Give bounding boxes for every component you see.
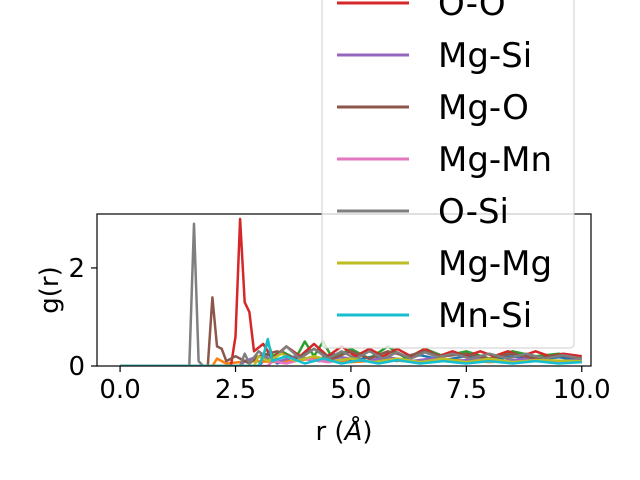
series-layer	[120, 217, 583, 366]
x-axis-ticks: 0.0 2.5 5.0 7.5 10.0	[99, 366, 611, 405]
y-tick-label: 0	[68, 352, 85, 382]
x-axis-label-text: r (	[315, 417, 344, 447]
x-tick-label: 5.0	[330, 375, 371, 405]
legend-label-mg-o: Mg-O	[438, 88, 529, 128]
legend-label-mg-si: Mg-Si	[438, 36, 532, 76]
legend-label-o-o: O-O	[438, 0, 506, 24]
series-line-o-si	[120, 222, 583, 366]
x-tick-label: 2.5	[215, 375, 256, 405]
x-tick-label: 0.0	[99, 375, 140, 405]
legend: Mn-MnMn-OSi-SiO-OMg-SiMg-OMg-MnO-SiMg-Mg…	[321, 0, 575, 349]
x-axis-label-close: )	[362, 417, 372, 447]
y-tick-label: 2	[68, 254, 85, 284]
x-axis-label-symbol: Å	[343, 415, 363, 447]
y-axis-ticks: 02	[68, 254, 97, 382]
x-axis-label: r (Å)	[315, 415, 372, 447]
y-axis-label: g(r)	[35, 266, 65, 313]
legend-label-o-si: O-Si	[438, 192, 509, 232]
x-tick-label: 7.5	[446, 375, 487, 405]
legend-label-mg-mn: Mg-Mn	[438, 140, 552, 180]
legend-box	[321, 0, 575, 349]
x-tick-label: 10.0	[553, 375, 611, 405]
legend-label-mg-mg: Mg-Mg	[438, 244, 552, 284]
series-line-o-o	[120, 217, 582, 366]
series-line-mn-si	[120, 337, 582, 366]
legend-label-mn-si: Mn-Si	[438, 296, 532, 336]
